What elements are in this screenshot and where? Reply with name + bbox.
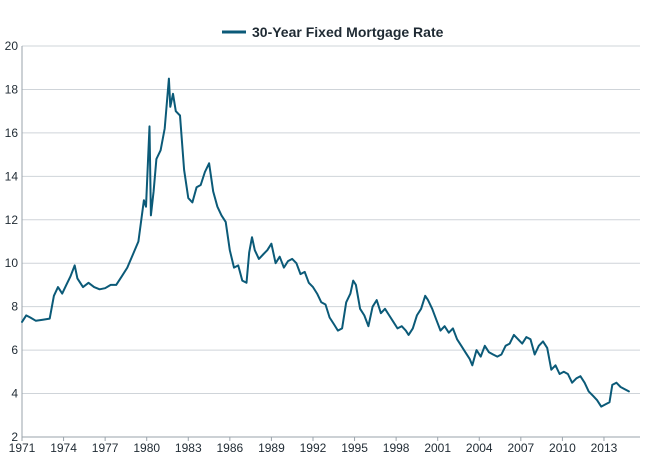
x-tick-label: 1992 <box>300 441 327 455</box>
x-tick-label: 2007 <box>507 441 534 455</box>
x-tick-label: 2010 <box>549 441 576 455</box>
grid-lines <box>22 45 640 395</box>
axes <box>21 46 640 438</box>
y-tick-label: 10 <box>5 256 19 270</box>
x-tick-label: 1995 <box>341 441 368 455</box>
y-tick-label: 18 <box>5 82 19 96</box>
x-tick-label: 2001 <box>424 441 451 455</box>
x-tick-label: 1998 <box>383 441 410 455</box>
series-line-mortgage-rate <box>21 77 630 408</box>
x-tick-label: 2004 <box>466 441 493 455</box>
y-tick-label: 20 <box>5 39 19 53</box>
x-tick-label: 2013 <box>591 441 618 455</box>
x-tick-label: 1971 <box>9 441 36 455</box>
x-tick-label: 1977 <box>92 441 119 455</box>
x-tick-label: 1986 <box>216 441 243 455</box>
y-tick-label: 2 <box>11 430 18 444</box>
legend: 30-Year Fixed Mortgage Rate <box>222 24 444 40</box>
y-tick-labels: 2 4 6 8 10 12 14 16 18 20 <box>5 39 19 444</box>
y-tick-label: 14 <box>5 169 19 183</box>
y-tick-label: 16 <box>5 126 19 140</box>
x-tick-labels: 1971 1974 1977 1980 1983 1986 1989 1992 1995 1998… <box>9 437 618 455</box>
x-tick-label: 1974 <box>50 441 77 455</box>
y-tick-label: 8 <box>11 300 18 314</box>
x-tick-label: 1980 <box>133 441 160 455</box>
y-tick-label: 12 <box>5 213 19 227</box>
x-tick-label: 1983 <box>175 441 202 455</box>
y-tick-label: 6 <box>11 343 18 357</box>
series-lines <box>21 77 630 408</box>
legend-label: 30-Year Fixed Mortgage Rate <box>252 24 444 40</box>
x-tick-label: 1989 <box>258 441 285 455</box>
y-tick-label: 4 <box>11 387 18 401</box>
